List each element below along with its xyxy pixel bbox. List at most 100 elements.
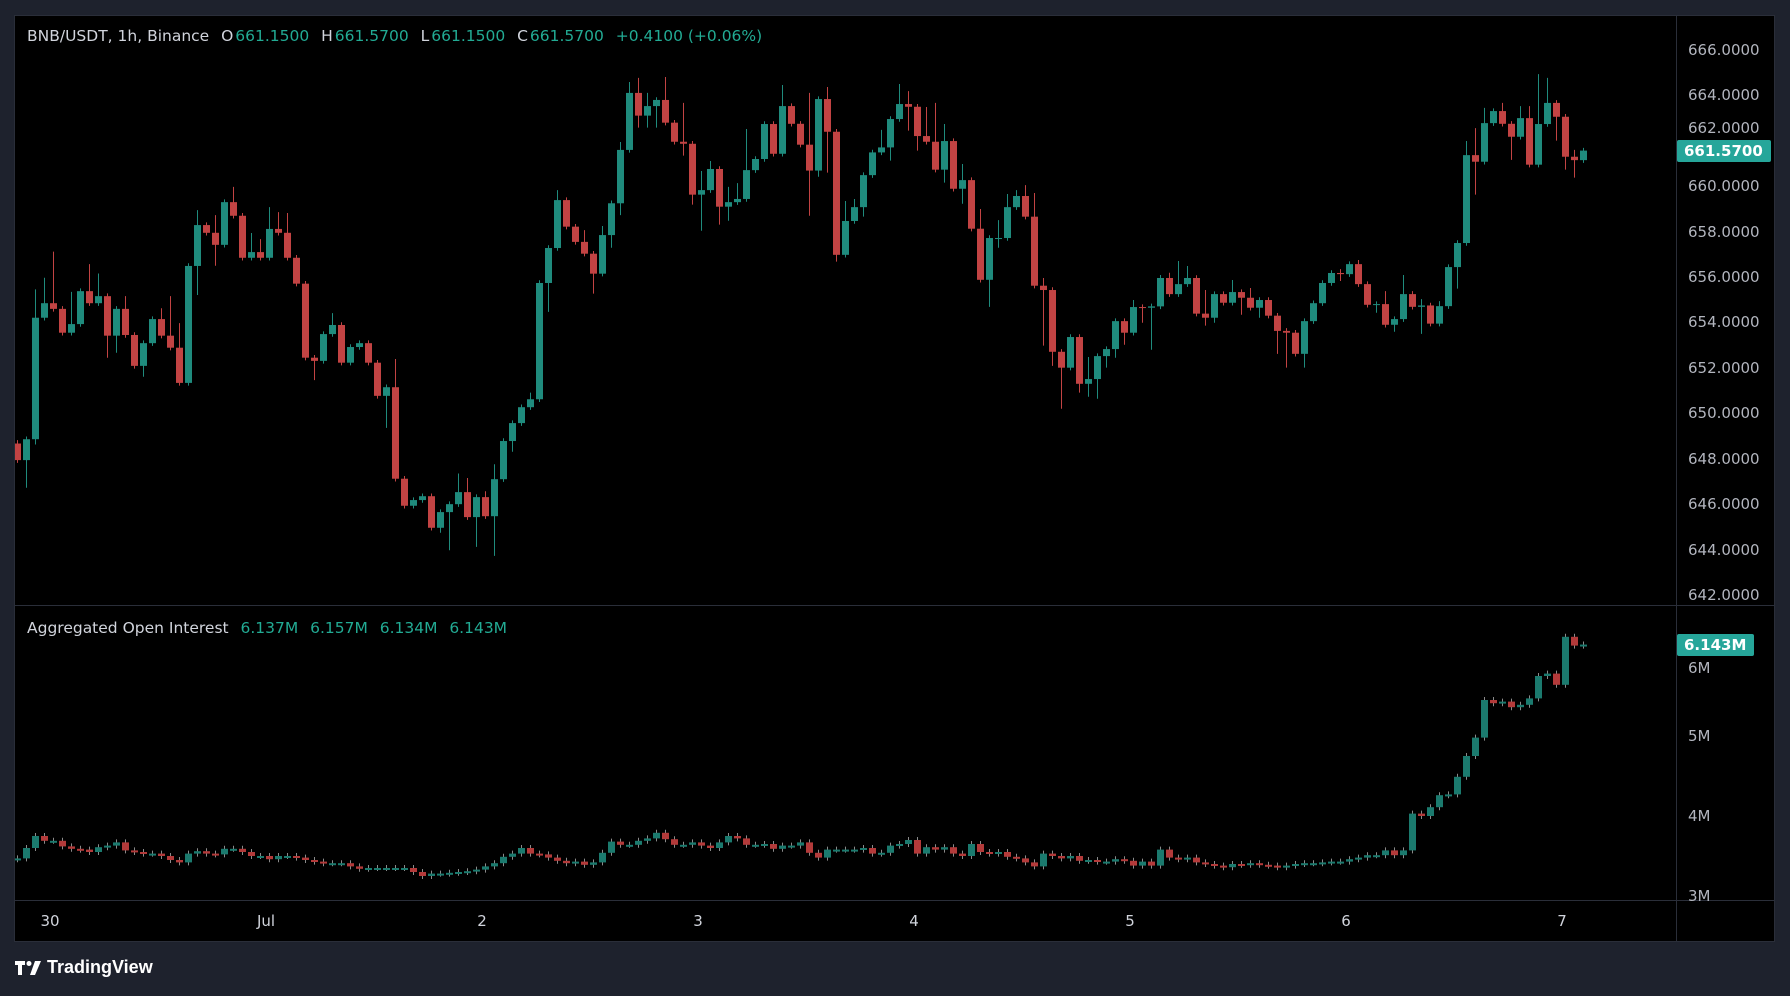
candle-body [248,252,255,258]
symbol-label[interactable]: BNB/USDT, 1h, Binance [27,27,210,45]
candle-body [302,283,309,358]
oi-candle [518,845,525,857]
price-candle [1364,281,1371,308]
chart-panel[interactable] [14,15,1775,942]
price-candle [23,436,30,488]
oi-candle [1328,858,1335,866]
candle-body [500,441,507,480]
oi-body [113,842,120,846]
oi-candle [1454,773,1461,798]
oi-body [32,836,39,848]
price-candle [1454,240,1461,289]
price-candle [95,273,102,306]
oi-body [221,848,228,855]
oi-candle [1103,858,1110,865]
oi-body [1337,861,1344,864]
oi-candle [158,850,165,859]
oi-body [581,861,588,865]
price-candle [212,215,219,266]
oi-body [1175,857,1182,860]
oi-body [698,842,705,846]
price-candle [266,207,273,261]
oi-candle [905,837,912,847]
oi-candle [1220,862,1227,871]
price-candle [671,119,678,145]
oi-candle [23,845,30,862]
price-candle [1022,185,1029,220]
oi-candle [1364,852,1371,861]
oi-candle [1517,701,1524,711]
candle-body [1229,292,1236,303]
candle-body [815,99,822,171]
oi-candle [509,850,516,860]
candle-body [401,478,408,506]
oi-candle [689,839,696,848]
candle-body [1103,349,1110,357]
candle-body [473,497,480,518]
open-key: O [221,27,234,45]
time-tick-label: 7 [1557,912,1567,930]
candle-body [986,238,993,280]
oi-body [1238,864,1245,866]
oi-body [1148,861,1155,866]
candle-body [1544,102,1551,125]
price-candle [572,223,579,245]
oi-candle [914,837,921,857]
candle-body [1130,307,1137,333]
oi-candle [761,841,768,848]
price-candle [1481,107,1488,165]
oi-candle [590,859,597,868]
oi-body [671,839,678,845]
oi-body [977,844,984,852]
oi-candle [563,857,570,867]
oi-title[interactable]: Aggregated Open Interest [27,619,229,637]
oi-tick-label: 3M [1688,887,1711,905]
price-candle [1391,316,1398,332]
oi-candle [320,858,327,867]
oi-candle [1283,862,1290,871]
candle-body [1139,307,1146,309]
oi-body [1490,700,1497,704]
oi-body [374,868,381,870]
oi-candle [1184,854,1191,863]
candle-body [41,303,48,318]
candle-body [239,215,246,258]
price-candle [1274,312,1281,354]
oi-candle [293,853,300,861]
oi-candle [734,833,741,842]
oi-candle [680,841,687,848]
oi-body [1094,860,1101,862]
oi-candle [95,844,102,855]
oi-body [239,848,246,852]
tradingview-logo[interactable]: TradingView [15,957,153,978]
candle-body [617,149,624,204]
oi-body [50,840,57,843]
price-candle [563,197,570,230]
price-candle [536,280,543,402]
price-candle [1400,275,1407,322]
price-candle [1040,277,1047,346]
oi-candle [1130,857,1137,869]
oi-candle [221,845,228,858]
oi-value-high: 6.157M [310,619,368,637]
candle-body [671,122,678,142]
oi-body [887,845,894,853]
candle-body [1454,243,1461,268]
oi-body [986,852,993,854]
oi-body [644,838,651,841]
oi-body [1058,856,1065,859]
price-candle [1157,275,1164,310]
price-tick-label: 642.0000 [1688,585,1760,604]
price-candle [32,289,39,445]
oi-body [1445,794,1452,797]
price-candle [1337,269,1344,281]
candle-body [509,423,516,442]
oi-body [1049,853,1056,856]
oi-candle [1319,859,1326,867]
candle-body [626,92,633,150]
oi-body [248,852,255,856]
time-tick-label: 4 [909,912,919,930]
oi-candle [968,841,975,859]
candle-body [86,291,93,304]
